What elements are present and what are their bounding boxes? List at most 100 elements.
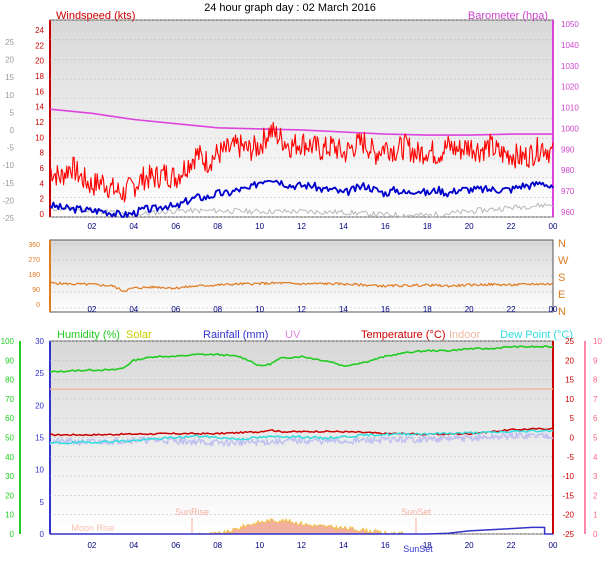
time-tick: 12 (297, 305, 306, 314)
indoor-temp-tick: 3 (593, 472, 598, 481)
wind-tick: 2 (40, 195, 45, 204)
time-axis-ticks: 02 02 02 04 04 04 06 06 06 08 08 08 10 10 10 12 12 12 14 14… (87, 222, 558, 550)
direction-plot-area (49, 239, 554, 313)
baro-tick: 1010 (561, 104, 579, 113)
temperature-tick: -5 (567, 453, 575, 462)
wind-average-line (49, 179, 554, 218)
rainfall-line (50, 526, 553, 535)
time-tick: 20 (465, 305, 474, 314)
wind-tick: 8 (40, 149, 45, 158)
time-tick: 18 (423, 305, 432, 314)
temperature-tick: -10 (562, 472, 574, 481)
time-tick: 06 (171, 305, 180, 314)
direction-tick: 90 (32, 287, 40, 294)
time-tick: 02 (87, 305, 96, 314)
barometer-line (49, 108, 553, 136)
barometer-legend: Barometer (hpa) (468, 10, 548, 22)
wind-tick: 6 (40, 164, 45, 173)
time-tick: 14 (339, 222, 348, 231)
conditions-annotations: Moon Rise SunRise SunSet SunSet (71, 507, 433, 554)
humidity-tick: 60 (5, 414, 14, 423)
direction-tick: 360 (28, 242, 40, 249)
dewpoint-line (49, 429, 554, 445)
temperature-line (49, 427, 554, 437)
time-tick: 10 (255, 222, 264, 231)
direction-tick: 180 (28, 272, 40, 279)
time-tick: 00 (549, 305, 558, 314)
humidity-tick: 10 (5, 511, 14, 520)
temperature-tick: 20 (565, 356, 574, 365)
rain-tick: 15 (35, 434, 44, 443)
rain-tick: 0 (40, 530, 45, 539)
time-tick: 16 (381, 541, 390, 550)
humidity-tick: 0 (10, 530, 15, 539)
time-tick: 16 (381, 305, 390, 314)
wind-gust-line (49, 121, 554, 203)
time-tick: 00 (549, 222, 558, 231)
temperature-tick: 0 (570, 434, 575, 443)
wind-tick-outer: -15 (2, 179, 14, 188)
wind-tick-outer: 5 (10, 108, 15, 117)
time-tick: 06 (171, 222, 180, 231)
temperature-tick: -20 (562, 511, 574, 520)
wind-tick-outer: -10 (2, 161, 14, 170)
uv-legend: UV (285, 329, 301, 341)
sunrise-label: SunRise (175, 507, 209, 517)
chart-title: 24 hour graph day : 02 March 2016 (204, 2, 376, 14)
humidity-line (49, 345, 554, 373)
compass-tick: S (558, 272, 565, 284)
indoor-temp-tick: 0 (593, 530, 598, 539)
wind-tick-outer: 0 (10, 126, 15, 135)
rain-tick: 10 (35, 466, 44, 475)
windspeed-legend: Windspeed (kts) (56, 10, 135, 22)
indoor-legend: Indoor (449, 329, 481, 341)
humidity-tick: 20 (5, 491, 14, 500)
time-tick: 18 (423, 541, 432, 550)
conditions-legend: Humidity (%) Solar Rainfall (mm) UV Temperat… (57, 329, 573, 341)
time-tick: 02 (87, 222, 96, 231)
time-tick: 18 (423, 222, 432, 231)
moonrise-label: Moon Rise (71, 523, 114, 533)
humidity-tick: 90 (5, 356, 14, 365)
baro-tick: 1020 (561, 83, 579, 92)
temperature-tick: 5 (570, 414, 575, 423)
baro-tick: 1030 (561, 62, 579, 71)
wind-tick: 24 (35, 26, 44, 35)
indoor-temp-tick: 1 (593, 511, 598, 520)
humidity-tick: 70 (5, 395, 14, 404)
rain-tick: 5 (40, 498, 45, 507)
time-tick: 04 (129, 222, 138, 231)
time-tick: 14 (339, 305, 348, 314)
wind-tick: 20 (35, 57, 44, 66)
time-tick: 08 (213, 222, 222, 231)
time-tick: 12 (297, 222, 306, 231)
time-tick: 22 (507, 541, 516, 550)
humidity-tick: 30 (5, 472, 14, 481)
baro-tick: 1040 (561, 41, 579, 50)
time-tick: 22 (507, 305, 516, 314)
wind-series (49, 108, 554, 218)
compass-tick: N (558, 238, 566, 250)
time-tick: 04 (129, 541, 138, 550)
humidity-tick: 80 (5, 376, 14, 385)
temperature-tick: -25 (562, 530, 574, 539)
time-tick: 22 (507, 222, 516, 231)
wind-tick: 18 (35, 72, 44, 81)
compass-tick: W (558, 255, 569, 267)
baro-tick: 1050 (561, 20, 579, 29)
time-tick: 20 (465, 222, 474, 231)
direction-tick: 0 (36, 302, 40, 309)
compass-tick: N (558, 306, 566, 318)
temperature-tick: 25 (565, 337, 574, 346)
conditions-series (49, 345, 554, 536)
wind-tick-outer: 15 (5, 73, 14, 82)
solar-legend: Solar (126, 329, 152, 341)
wind-tick: 16 (35, 87, 44, 96)
rain-tick: 20 (35, 401, 44, 410)
time-tick: 00 (549, 541, 558, 550)
indoor-temp-tick: 5 (593, 434, 598, 443)
time-tick: 20 (465, 541, 474, 550)
dewpoint-legend: Dew Point (°C) (500, 329, 573, 341)
wind-tick-outer: -20 (2, 196, 14, 205)
